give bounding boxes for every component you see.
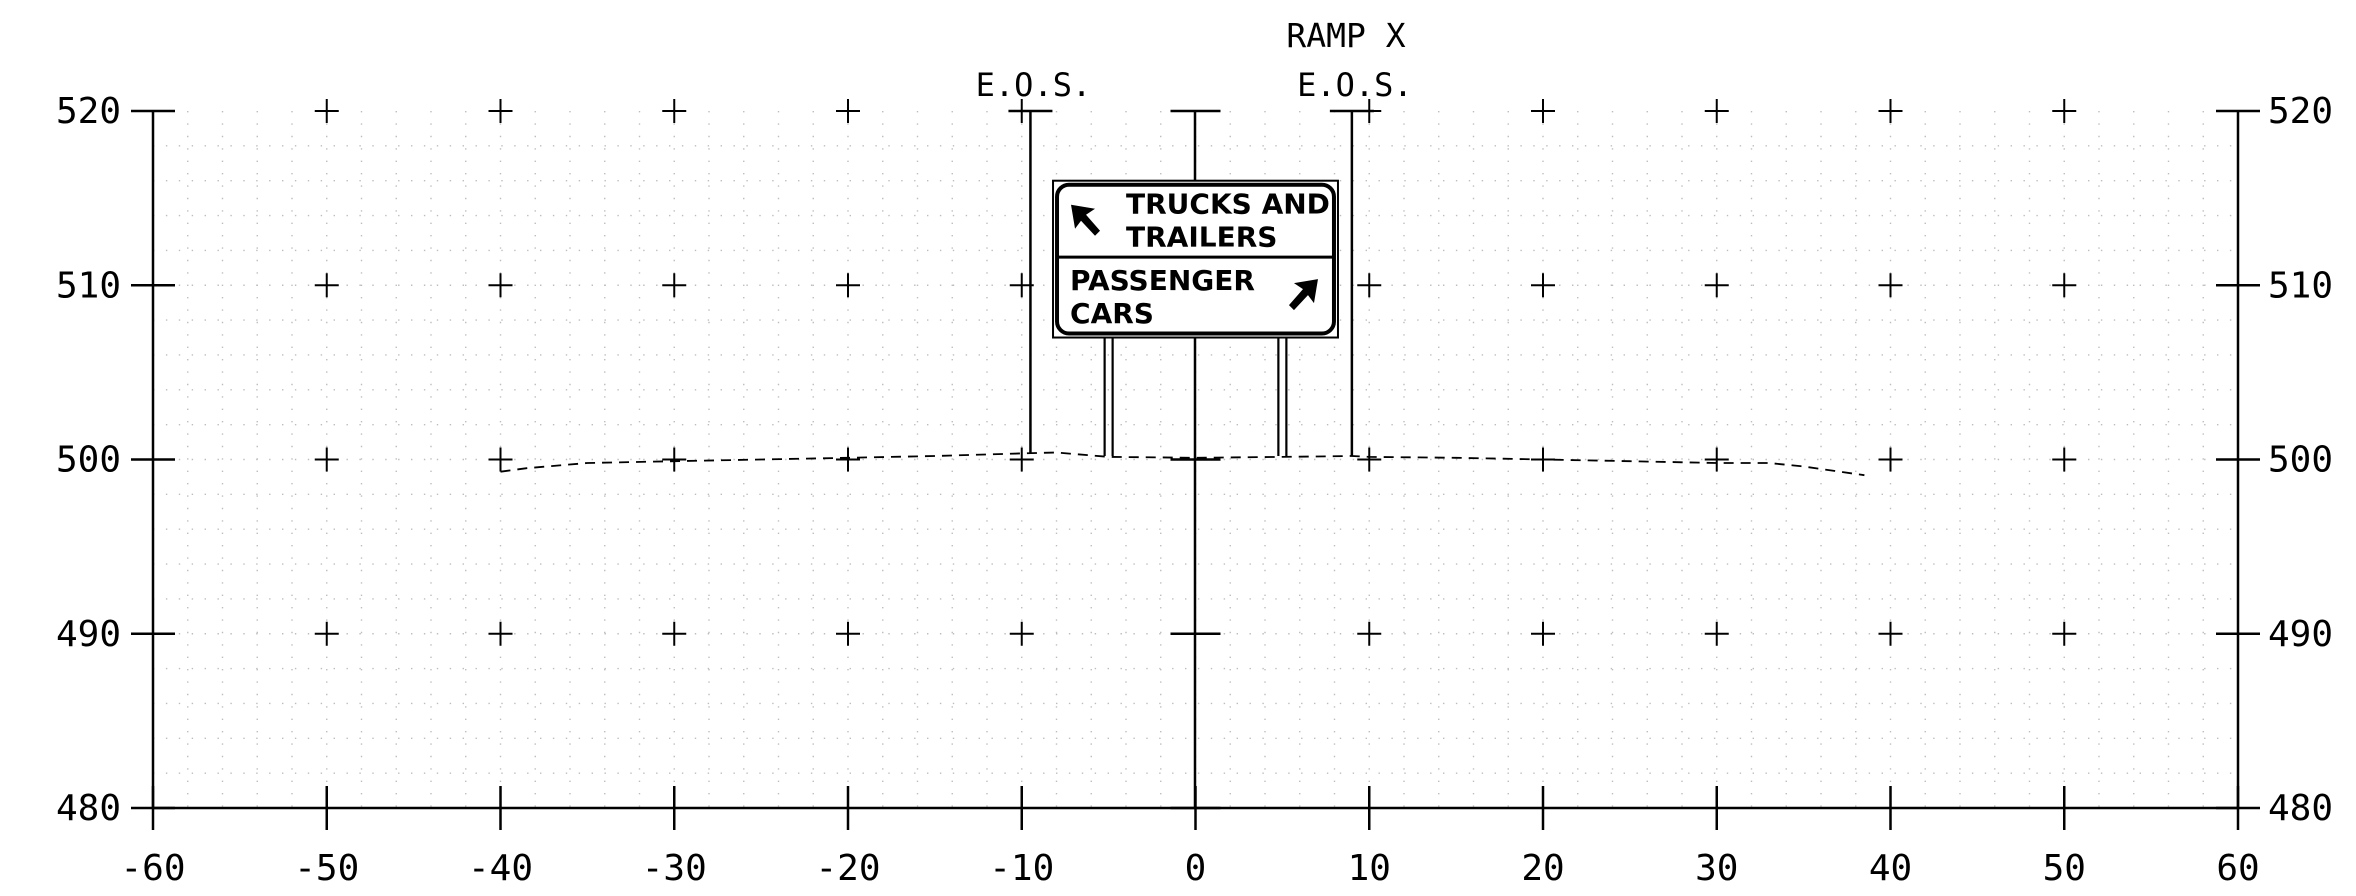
sign-bottom-line-1: PASSENGER <box>1070 264 1255 297</box>
y-tick-label-right: 500 <box>2268 440 2333 481</box>
sign-bottom-line-2: CARS <box>1070 297 1154 330</box>
grid-cross <box>2052 99 2077 123</box>
grid-cross <box>488 621 513 646</box>
up-left-arrow-icon <box>1071 204 1101 236</box>
x-tick-label: 60 <box>2216 848 2259 889</box>
grid-cross <box>1704 621 1729 646</box>
x-tick-label: 40 <box>1869 848 1912 889</box>
grid-cross <box>1009 447 1034 472</box>
x-tick-label: 20 <box>1521 848 1564 889</box>
grid-cross <box>836 621 860 646</box>
y-tick-label-right: 520 <box>2268 91 2333 132</box>
y-tick-label-left: 480 <box>56 788 121 829</box>
x-tick-label: -60 <box>120 848 185 889</box>
axis-ticks <box>131 109 2260 830</box>
grid-cross <box>1531 99 1555 123</box>
x-tick-label: 10 <box>1348 848 1391 889</box>
grid-cross <box>1878 273 1903 298</box>
grid-cross <box>1878 447 1903 472</box>
x-tick-label: -10 <box>989 848 1054 889</box>
x-tick-label: 30 <box>1695 848 1738 889</box>
edge-of-shoulder-markers <box>1008 109 1374 457</box>
y-tick-label-left: 520 <box>56 91 121 132</box>
sign-outer-border <box>1052 179 1339 339</box>
x-tick-label: -50 <box>294 848 359 889</box>
grid-cross <box>662 621 687 646</box>
x-tick-label: 50 <box>2043 848 2086 889</box>
grid-cross <box>2052 621 2077 646</box>
x-tick-label: -40 <box>468 848 533 889</box>
y-tick-label-right: 510 <box>2268 265 2333 306</box>
grid-cross <box>1878 621 1903 646</box>
grid-cross <box>2052 273 2077 298</box>
grid-cross <box>836 273 860 298</box>
grid-cross <box>314 99 339 123</box>
x-tick-label: -20 <box>815 848 880 889</box>
grid-cross <box>1878 99 1903 123</box>
grid-cross <box>1357 621 1382 646</box>
grid-cross <box>662 447 687 472</box>
grid-cross <box>488 99 513 123</box>
grid-cross <box>1357 447 1382 472</box>
grid-cross <box>314 621 339 646</box>
cross-marks <box>314 99 2077 646</box>
grid-cross <box>836 99 860 123</box>
y-tick-label-left: 510 <box>56 265 121 306</box>
grid-cross <box>1531 621 1555 646</box>
y-tick-label-right: 490 <box>2268 614 2333 655</box>
up-right-arrow-icon <box>1288 279 1318 311</box>
eos-left-label: E.O.S. <box>976 66 1092 104</box>
y-tick-label-right: 480 <box>2268 788 2333 829</box>
y-tick-label-left: 500 <box>56 440 121 481</box>
grid-cross <box>1704 447 1729 472</box>
x-tick-label: 0 <box>1185 848 1207 889</box>
grid-cross <box>836 447 860 472</box>
grid-cross <box>2052 447 2077 472</box>
ground-profile-line <box>500 451 1865 477</box>
grid-cross <box>1704 273 1729 298</box>
grid-cross <box>314 273 339 298</box>
grid-cross <box>488 273 513 298</box>
grid-cross <box>488 447 513 472</box>
grid-cross <box>1357 273 1382 298</box>
sign-inner-border <box>1055 182 1336 336</box>
grid-cross <box>314 447 339 472</box>
y-tick-label-left: 490 <box>56 614 121 655</box>
x-tick-label: -30 <box>642 848 707 889</box>
guide-sign: TRUCKS AND TRAILERS PASSENGER CARS <box>1052 179 1339 457</box>
grid-cross <box>662 99 687 123</box>
grid-cross <box>1009 621 1034 646</box>
grid-cross <box>1704 99 1729 123</box>
sign-top-line-2: TRAILERS <box>1126 221 1277 254</box>
ramp-label: RAMP X <box>1286 16 1405 55</box>
grid-cross <box>662 273 687 298</box>
eos-right-label: E.O.S. <box>1297 66 1413 104</box>
grid-cross <box>1531 273 1555 298</box>
sign-posts <box>1103 337 1288 457</box>
sign-top-line-1: TRUCKS AND <box>1126 188 1330 221</box>
